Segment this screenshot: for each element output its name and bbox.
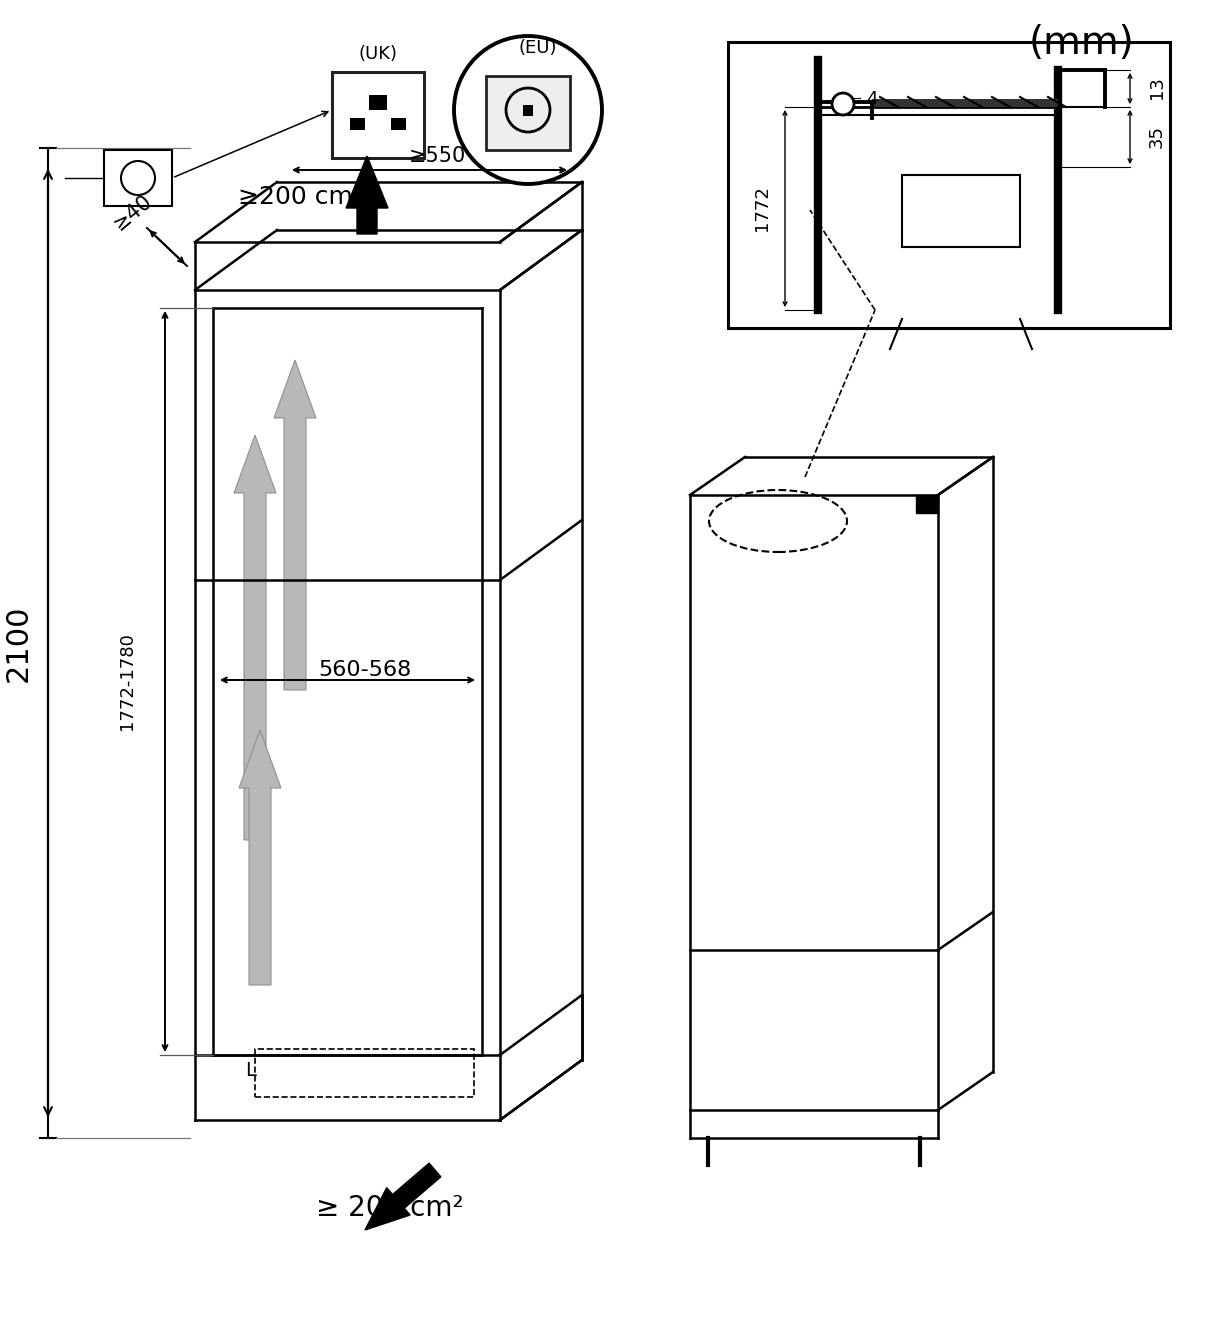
Text: 1772-1780: 1772-1780 — [118, 632, 136, 730]
Bar — [872, 99, 1057, 107]
FancyArrow shape — [239, 730, 280, 985]
Bar — [523, 105, 533, 115]
Bar — [255, 1049, 473, 1096]
Circle shape — [832, 93, 853, 115]
Bar — [369, 95, 387, 110]
FancyArrow shape — [346, 156, 388, 234]
Text: 2100: 2100 — [4, 604, 33, 682]
FancyArrow shape — [234, 435, 276, 840]
Text: ≥40: ≥40 — [109, 191, 157, 234]
Text: 560-568: 560-568 — [318, 660, 412, 680]
Text: 13: 13 — [1148, 76, 1165, 99]
Bar — [486, 76, 571, 150]
Text: (mm): (mm) — [1029, 24, 1135, 62]
Bar — [104, 150, 172, 207]
FancyArrow shape — [274, 360, 316, 690]
Text: 4: 4 — [866, 90, 878, 107]
Text: ≥200 cm²: ≥200 cm² — [238, 185, 363, 209]
Text: (UK): (UK) — [358, 46, 397, 63]
Bar — [331, 72, 424, 158]
Bar — [350, 118, 365, 130]
Bar — [391, 118, 405, 130]
Text: 1772: 1772 — [753, 185, 771, 231]
Bar — [902, 174, 1020, 247]
Text: ≥550: ≥550 — [408, 146, 466, 166]
FancyArrow shape — [365, 1164, 441, 1231]
Text: ≥ 200 cm²: ≥ 200 cm² — [316, 1194, 464, 1223]
Circle shape — [454, 36, 602, 184]
Text: L: L — [245, 1062, 256, 1080]
Bar — [728, 42, 1170, 327]
Bar — [917, 495, 938, 513]
Text: (EU): (EU) — [518, 39, 557, 56]
Text: 35: 35 — [1148, 126, 1165, 149]
